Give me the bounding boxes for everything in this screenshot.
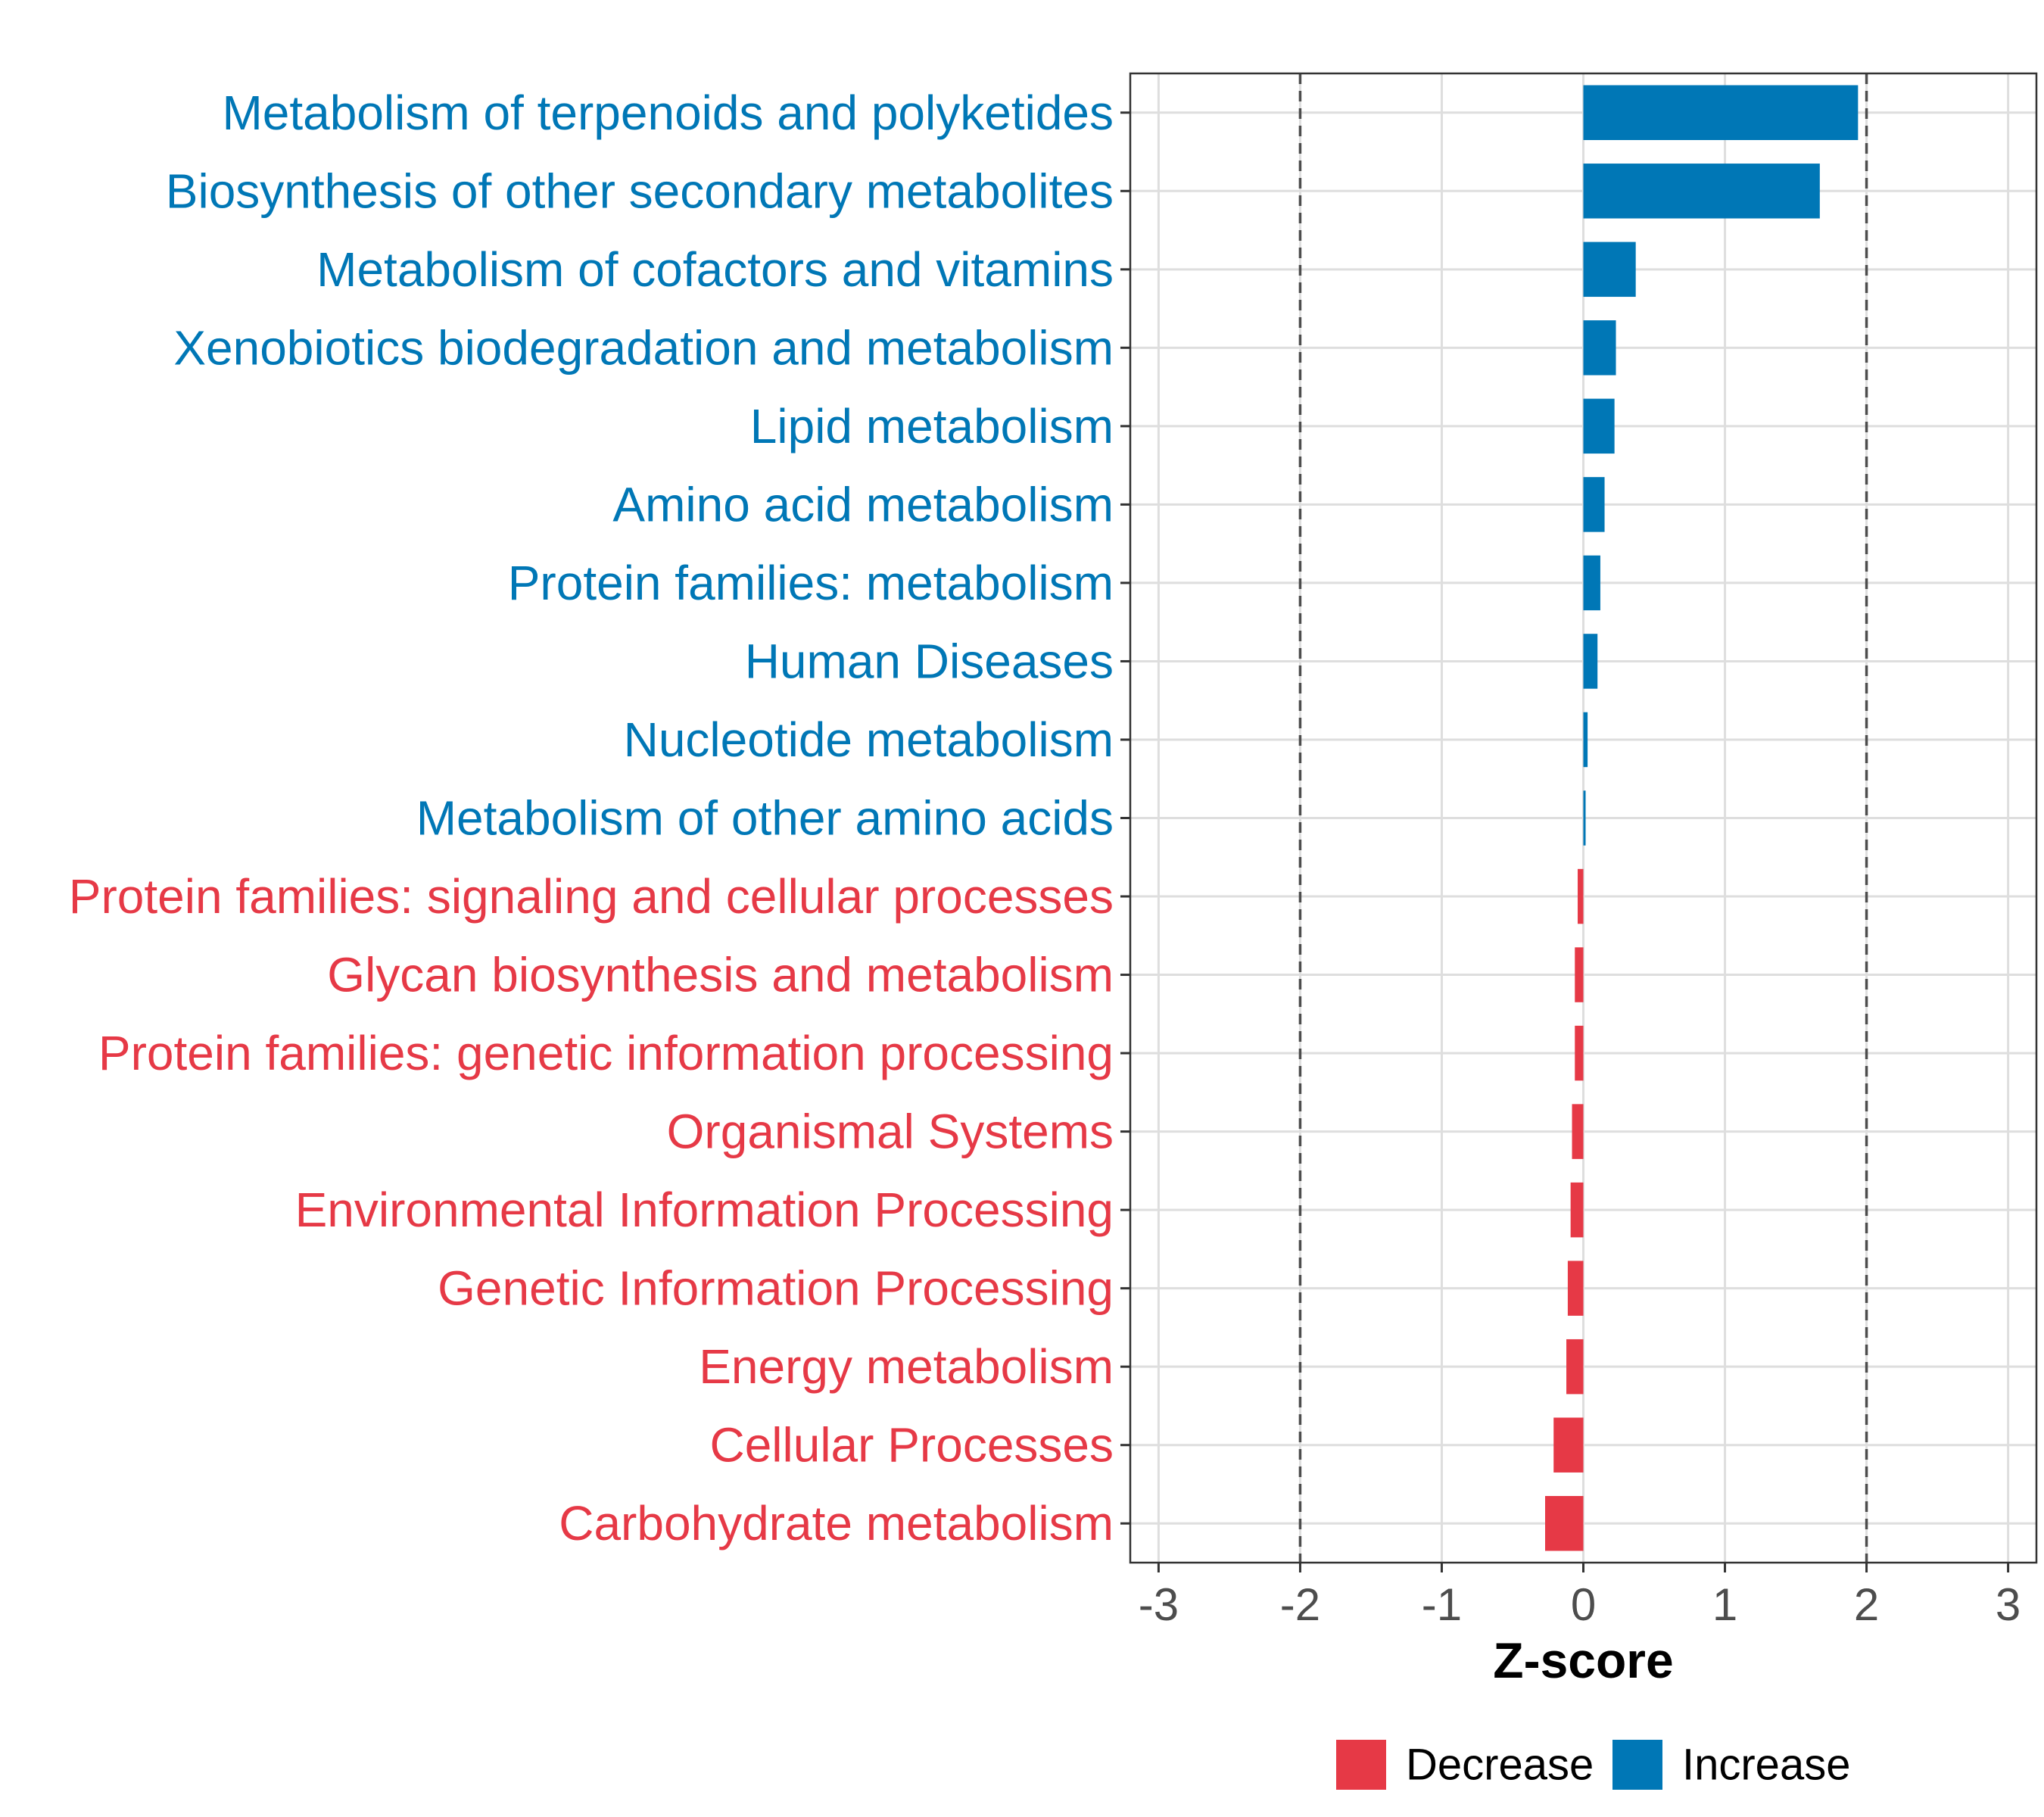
y-label-metabolism-of-terpenoids-and-polyketides: Metabolism of terpenoids and polyketides — [222, 86, 1114, 140]
bar-metabolism-of-other-amino-acids — [1583, 790, 1586, 846]
bar-carbohydrate-metabolism — [1545, 1496, 1584, 1551]
reference-lines — [1298, 73, 1868, 1563]
y-label-lipid-metabolism: Lipid metabolism — [750, 399, 1114, 453]
x-tick-label-0: 0 — [1571, 1579, 1596, 1630]
x-axis-ticks — [1157, 1563, 2010, 1572]
bar-amino-acid-metabolism — [1583, 477, 1605, 532]
y-label-carbohydrate-metabolism: Carbohydrate metabolism — [559, 1496, 1114, 1551]
x-tick-label-3: 3 — [1996, 1579, 2021, 1630]
y-label-cellular-processes: Cellular Processes — [709, 1418, 1114, 1473]
y-label-human-diseases: Human Diseases — [745, 634, 1114, 688]
bar-lipid-metabolism — [1583, 398, 1615, 454]
y-label-protein-families-genetic-information-processing: Protein families: genetic information pr… — [98, 1026, 1114, 1080]
y-label-biosynthesis-of-other-secondary-metabolites: Biosynthesis of other secondary metaboli… — [166, 164, 1114, 218]
bar-protein-families-genetic-information-processing — [1575, 1025, 1584, 1081]
bar-biosynthesis-of-other-secondary-metabolites — [1583, 164, 1820, 219]
bars — [1545, 85, 1859, 1551]
legend: Decrease Increase — [1336, 1740, 1850, 1790]
legend-key-decrease — [1336, 1740, 1386, 1790]
x-tick-label-2: -2 — [1280, 1579, 1320, 1630]
legend-key-increase — [1612, 1740, 1662, 1790]
bar-nucleotide-metabolism — [1583, 712, 1588, 768]
bar-energy-metabolism — [1566, 1339, 1584, 1395]
bar-glycan-biosynthesis-and-metabolism — [1575, 947, 1584, 1002]
y-label-genetic-information-processing: Genetic Information Processing — [438, 1261, 1114, 1316]
y-label-environmental-information-processing: Environmental Information Processing — [295, 1183, 1114, 1237]
x-axis-title: Z-score — [1493, 1632, 1673, 1688]
y-label-glycan-biosynthesis-and-metabolism: Glycan biosynthesis and metabolism — [327, 948, 1114, 1002]
bar-human-diseases — [1583, 634, 1598, 689]
bar-protein-families-metabolism — [1583, 555, 1600, 611]
x-tick-label-3: -3 — [1139, 1579, 1179, 1630]
x-tick-label-1: -1 — [1422, 1579, 1462, 1630]
bar-protein-families-signaling-and-cellular-processes — [1578, 868, 1584, 924]
legend-label-increase: Increase — [1682, 1741, 1850, 1790]
bar-metabolism-of-cofactors-and-vitamins — [1583, 242, 1636, 298]
y-label-metabolism-of-other-amino-acids: Metabolism of other amino acids — [416, 791, 1114, 846]
bar-metabolism-of-terpenoids-and-polyketides — [1583, 85, 1859, 140]
x-tick-label-1: 1 — [1712, 1579, 1737, 1630]
x-tick-label-2: 2 — [1854, 1579, 1879, 1630]
y-label-protein-families-metabolism: Protein families: metabolism — [508, 556, 1114, 610]
x-axis-tick-labels: -3 -2 -1 0 1 2 3 — [1139, 1579, 2021, 1630]
y-axis-ticks — [1120, 111, 1130, 1525]
y-axis-category-labels: Metabolism of terpenoids and polyketides… — [69, 86, 1114, 1551]
y-label-xenobiotics-biodegradation-and-metabolism: Xenobiotics biodegradation and metabolis… — [173, 320, 1114, 375]
bar-organismal-systems — [1572, 1104, 1584, 1159]
bar-cellular-processes — [1553, 1417, 1584, 1473]
y-label-nucleotide-metabolism: Nucleotide metabolism — [624, 712, 1114, 767]
bar-environmental-information-processing — [1570, 1182, 1584, 1238]
y-label-amino-acid-metabolism: Amino acid metabolism — [612, 477, 1114, 531]
legend-label-decrease: Decrease — [1406, 1741, 1594, 1790]
bar-genetic-information-processing — [1567, 1261, 1584, 1316]
y-label-protein-families-signaling-and-cellular-processes: Protein families: signaling and cellular… — [69, 869, 1114, 924]
y-label-organismal-systems: Organismal Systems — [667, 1105, 1114, 1159]
y-label-energy-metabolism: Energy metabolism — [699, 1339, 1114, 1394]
bar-xenobiotics-biodegradation-and-metabolism — [1583, 320, 1616, 376]
y-label-metabolism-of-cofactors-and-vitamins: Metabolism of cofactors and vitamins — [316, 242, 1114, 297]
